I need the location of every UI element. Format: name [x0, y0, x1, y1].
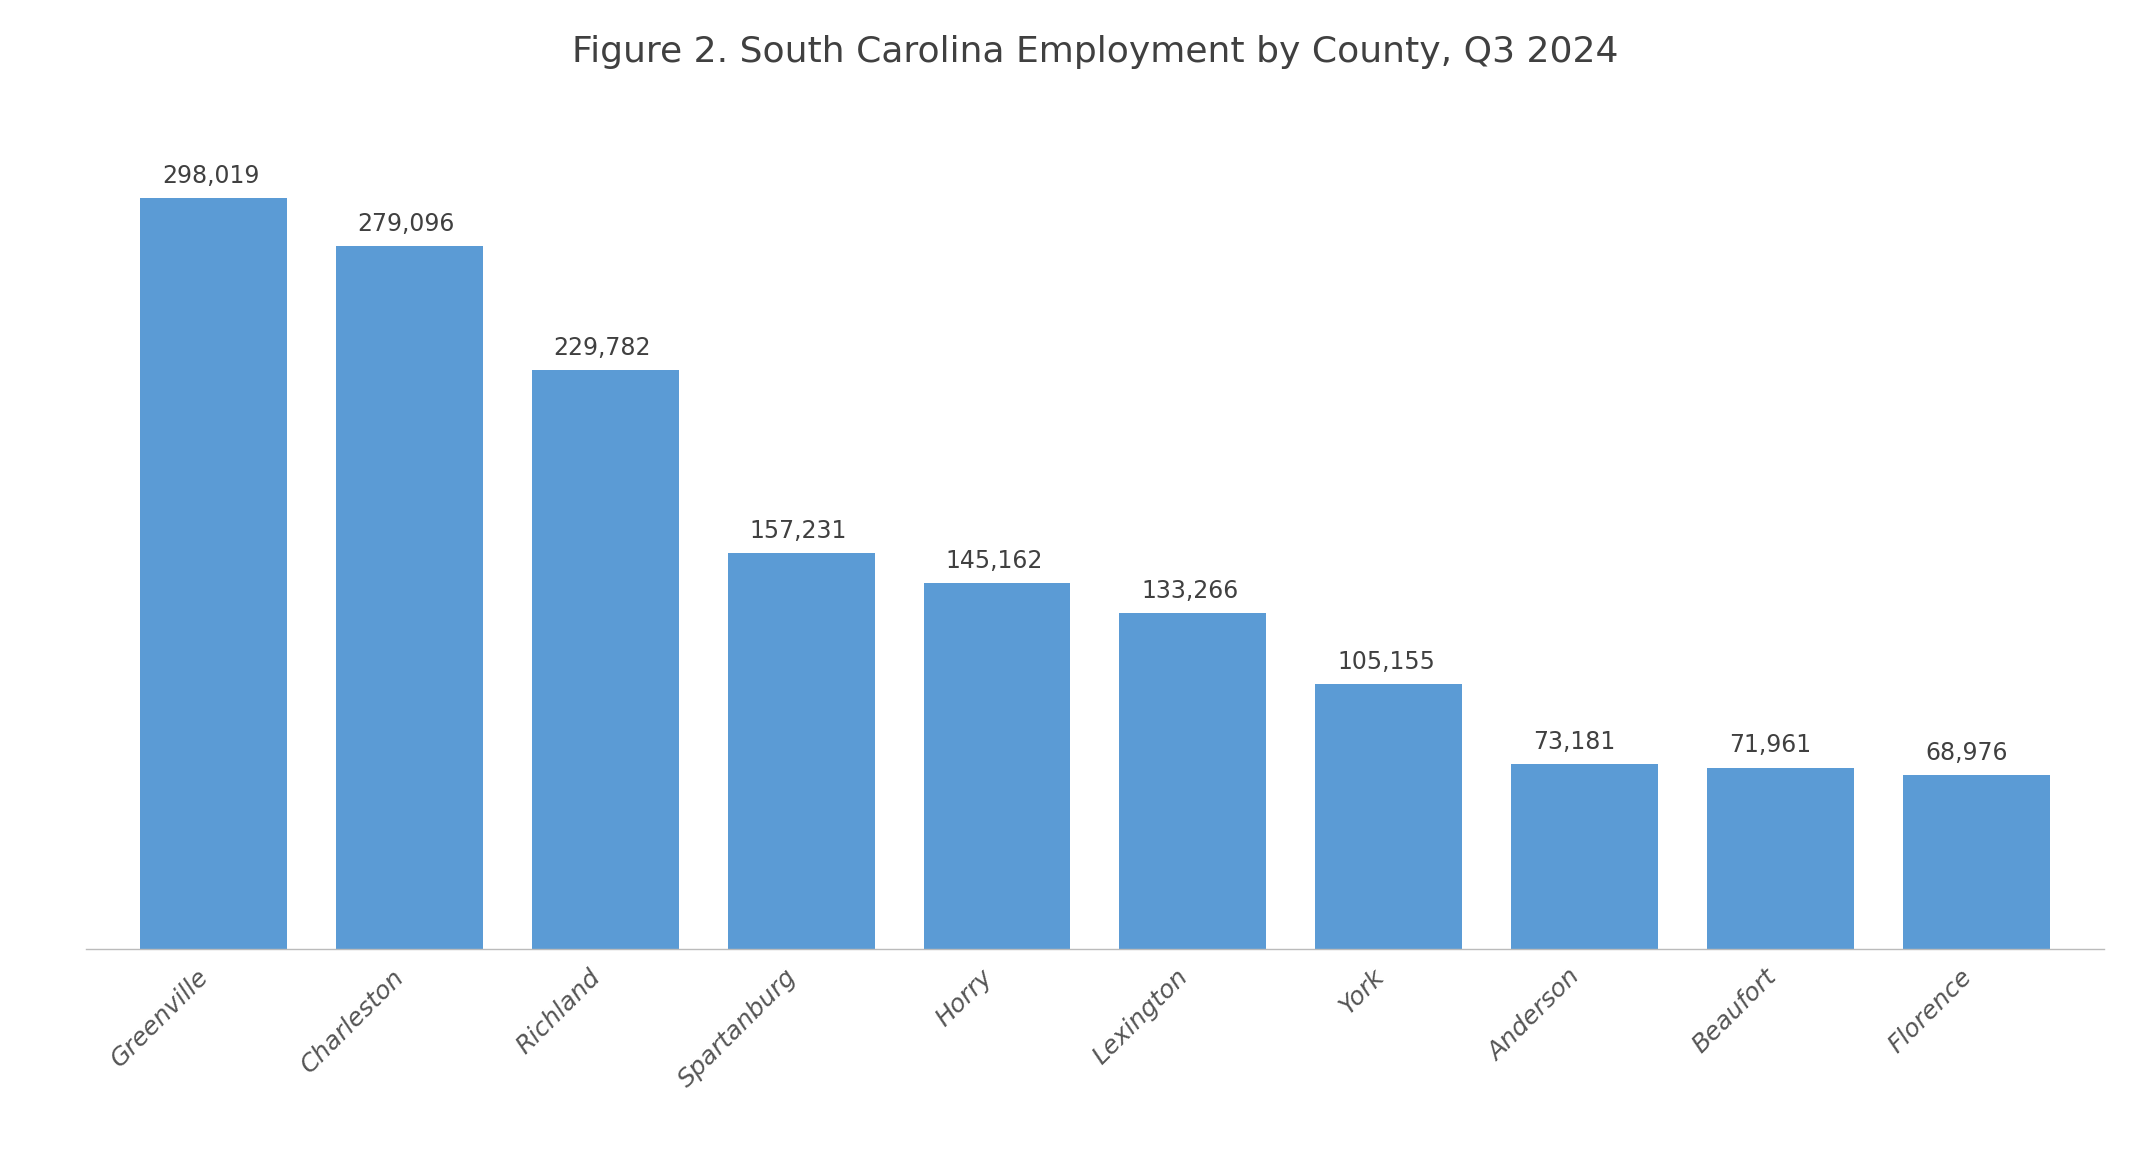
Bar — [1902, 775, 2050, 949]
Text: 68,976: 68,976 — [1926, 740, 2007, 765]
Text: 71,961: 71,961 — [1728, 734, 1812, 758]
Text: 157,231: 157,231 — [749, 518, 848, 543]
Text: 145,162: 145,162 — [945, 550, 1043, 573]
Text: 279,096: 279,096 — [359, 212, 455, 236]
Text: 298,019: 298,019 — [161, 164, 260, 189]
Bar — [1316, 684, 1462, 949]
Text: 133,266: 133,266 — [1142, 580, 1239, 603]
Text: 73,181: 73,181 — [1533, 730, 1617, 754]
Bar — [532, 370, 678, 949]
Bar — [1511, 765, 1657, 949]
Bar — [923, 583, 1071, 949]
Text: 105,155: 105,155 — [1338, 650, 1436, 673]
Bar — [1707, 767, 1855, 949]
Bar — [335, 246, 483, 949]
Title: Figure 2. South Carolina Employment by County, Q3 2024: Figure 2. South Carolina Employment by C… — [571, 35, 1619, 69]
Text: 229,782: 229,782 — [554, 336, 651, 360]
Bar — [1119, 613, 1267, 949]
Bar — [728, 553, 874, 949]
Bar — [140, 198, 288, 949]
